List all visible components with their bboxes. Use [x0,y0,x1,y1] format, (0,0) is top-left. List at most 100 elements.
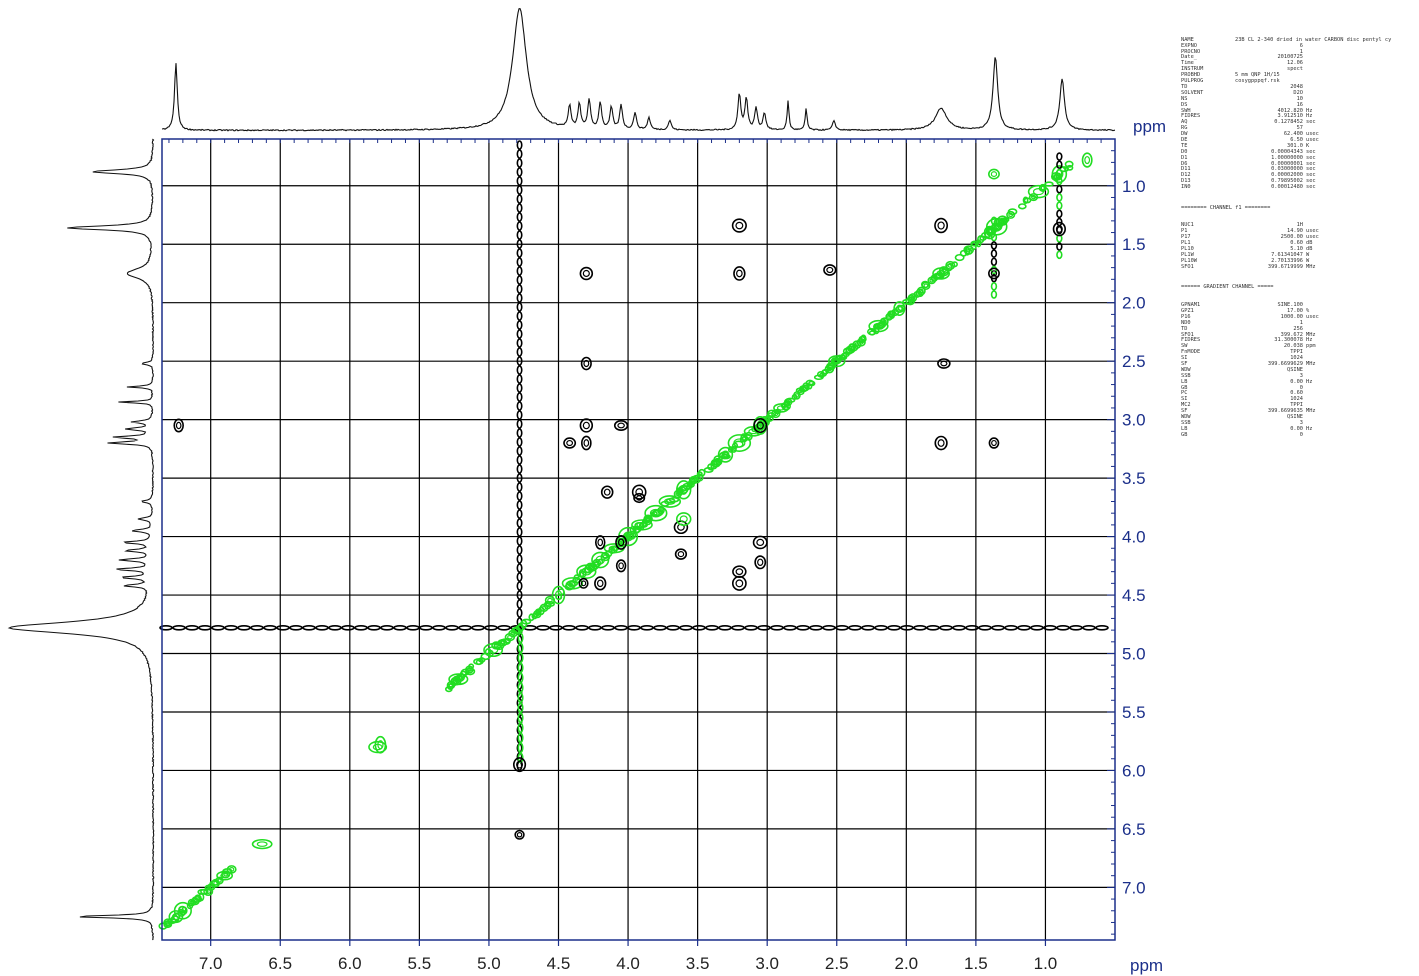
x-tick-label: 2.0 [894,954,918,973]
param-row: P16 1000.00 usec [1181,313,1417,321]
cross-peak [516,832,523,838]
param-value: 3.912510 [1277,113,1303,120]
param-value: 399.6719999 [1267,263,1303,270]
param-value: 17.00 [1287,308,1303,315]
diagonal-peak [932,267,950,280]
param-unit: usec [1306,234,1319,241]
solvent-column-neg [517,702,524,714]
solvent-stripe-v [516,275,523,285]
param-unit: sec [1306,119,1316,126]
diagonal-contour [194,894,202,901]
diagonal-contour [951,261,958,268]
solvent-stripe-h [913,624,927,631]
cross-peak [934,217,949,234]
param-value: 256 [1293,325,1303,332]
cross-peak [615,535,628,550]
param-key: MC2 [1181,402,1191,409]
diagonal-contour [785,397,796,403]
param-value: 1 [1299,48,1303,55]
solvent-stripe-h [809,624,823,631]
diagonal-peak [896,304,903,313]
param-value: TPPI [1290,349,1303,356]
diagonal-peak [644,504,668,522]
diagonal-peak [561,577,584,590]
solvent-stripe-h [640,624,654,631]
cross-peak [754,555,767,570]
param-value: 0.60 [1290,240,1303,247]
diagonal-contour [1023,197,1032,204]
solvent-column-neg [517,682,524,694]
x-tick-label: 7.0 [199,954,223,973]
cross-peak [988,437,1000,449]
diagonal-peak [581,567,592,576]
cross-peak [731,575,747,591]
param-key: GB [1181,384,1188,391]
param-key: DS [1181,101,1188,108]
params-channel-block: NUC1 1H P1 14.90 usec P17 2500.00 usec PL1 0.60 dB… [1181,223,1417,270]
cross-peak [674,548,688,560]
multiplet-strip [1056,176,1063,186]
param-value: 0.60 [1290,390,1303,397]
param-row: DW 62.400 usec [1181,131,1417,138]
solvent-stripe-h [289,624,303,631]
param-value: SINE.100 [1277,302,1303,309]
param-value: 0.79895002 [1271,178,1303,185]
cross-peak [731,218,747,233]
solvent-stripe-h [939,624,953,631]
y-tick-label: 4.5 [1122,586,1146,605]
y-tick-label: 2.0 [1122,294,1146,313]
param-unit: sec [1306,178,1316,185]
solvent-stripe-v [516,176,523,186]
param-row: NUC1 1H [1181,223,1417,229]
diagonal-peak [631,519,653,531]
param-row: PULPROG cosygpppqf.rsk [1181,78,1417,85]
solvent-stripe-h [588,624,602,631]
param-value: 2048 [1290,83,1303,90]
cross-peak [173,418,184,433]
diagonal-peak [868,319,889,333]
cross-peak [580,356,592,371]
solvent-stripe-h [380,624,394,631]
solvent-column-neg [517,732,524,744]
diagonal-peak [721,450,730,459]
param-value: 0.00012480 [1271,184,1303,191]
solvent-stripe-v [516,194,523,204]
diagonal-contour [918,288,924,294]
param-key: LB [1181,425,1188,432]
diagonal-contour [1002,217,1010,223]
cross-peak [826,266,834,274]
param-row: LB 0.00 Hz [1181,378,1417,386]
param-key: TD [1181,83,1188,90]
param-key: P1 [1181,228,1188,235]
param-key: SWH [1181,107,1191,114]
multiplet-strip [1056,184,1063,194]
solvent-stripe-h [549,624,563,631]
diagonal-contour [698,468,706,477]
y-tick-label: 3.5 [1122,469,1146,488]
solvent-column-neg [517,642,524,654]
param-key: INSTRUM [1181,66,1204,73]
param-row: NAME 23B CL 2-340 dried in water CARBON d… [1181,37,1417,44]
param-unit: Hz [1306,378,1313,385]
param-key: SSB [1181,372,1191,379]
param-key: NS [1181,95,1188,102]
param-unit: usec [1306,313,1319,320]
param-row: PL10 5.10 dB [1181,246,1417,253]
multiplet-strip [1056,168,1063,178]
solvent-stripe-v [516,374,523,384]
param-value: 0.00000001 [1271,160,1303,167]
diagonal-peak [173,901,192,920]
param-value: 3 [1299,372,1303,379]
solvent-stripe-h [484,624,498,631]
cross-peak [735,221,744,230]
solvent-stripe-h [887,624,901,631]
param-value: 2500.00 [1280,234,1303,241]
solvent-stripe-h [718,624,732,631]
param-row: PL1W 7.61341047 W [1181,252,1417,259]
diagonal-peak [251,838,273,850]
solvent-stripe-h [1004,624,1018,631]
diagonal-contour [977,235,985,244]
solvent-stripe-v [516,356,523,366]
diagonal-peak [591,551,610,569]
diagonal-peak [168,910,184,924]
